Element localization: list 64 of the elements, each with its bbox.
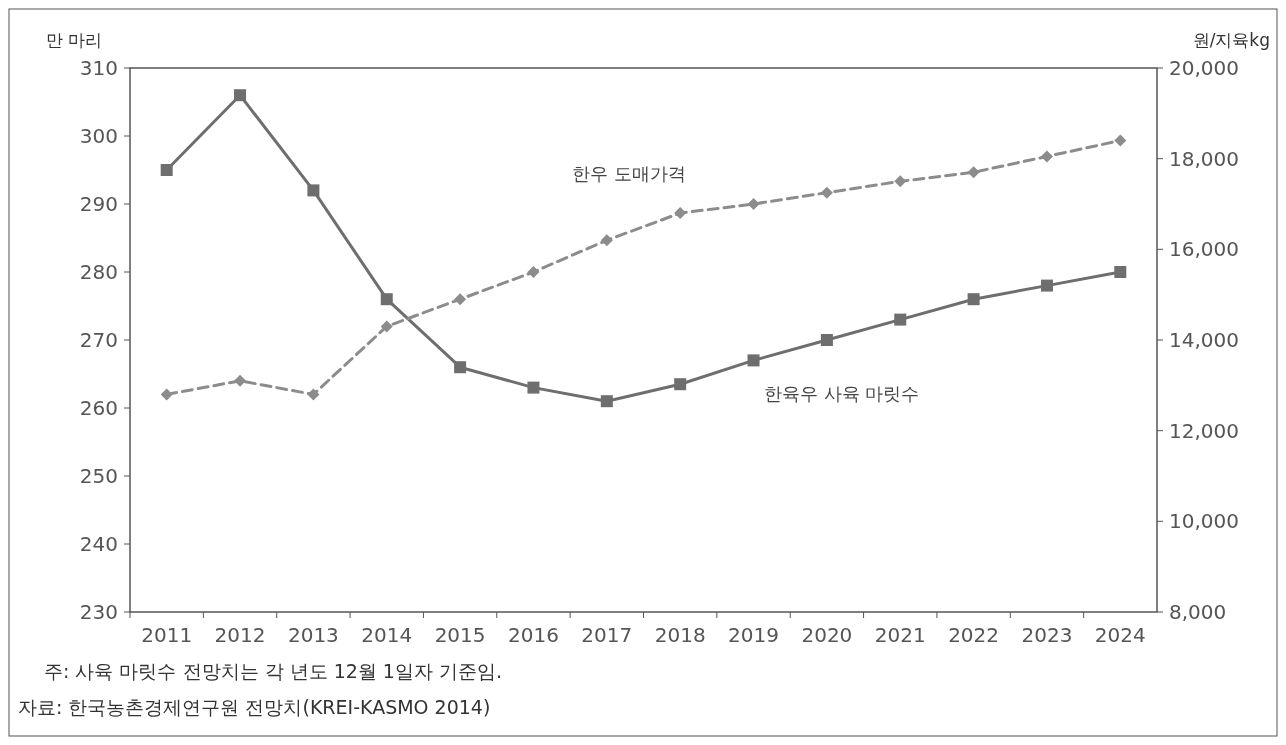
point xyxy=(674,207,687,220)
text: 자료: 한국농촌경제연구원 전망치(KREI-KASMO 2014) xyxy=(18,696,491,718)
point xyxy=(967,166,980,179)
point xyxy=(894,313,907,326)
point xyxy=(820,334,833,346)
point xyxy=(527,381,540,394)
y-tick-label: 310 xyxy=(79,56,118,80)
point xyxy=(894,175,907,188)
x-tick-label: 2023 xyxy=(1021,623,1073,647)
y2-tick-label: 16,000 xyxy=(1169,237,1239,262)
point xyxy=(747,198,760,210)
y-tick-label: 300 xyxy=(79,124,118,148)
y-tick-label: 250 xyxy=(79,464,118,488)
point xyxy=(527,266,540,278)
x-tick-label: 2018 xyxy=(654,623,706,647)
x-tick-label: 2014 xyxy=(361,623,413,647)
point xyxy=(600,234,613,247)
point xyxy=(747,354,760,367)
y-tick-label: 260 xyxy=(79,396,118,420)
point xyxy=(307,184,320,197)
series-label: 한육우 사육 마릿수 xyxy=(763,383,920,404)
x-tick-label: 2013 xyxy=(287,623,339,647)
y-tick-label: 280 xyxy=(79,260,118,284)
x-tick-label: 2021 xyxy=(874,623,926,647)
x-tick-label: 2012 xyxy=(214,623,266,647)
y2-tick-label: 14,000 xyxy=(1169,328,1239,352)
point xyxy=(234,89,247,102)
point xyxy=(967,293,980,306)
y2-tick-label: 20,000 xyxy=(1169,56,1239,80)
point xyxy=(380,320,393,333)
x-tick-label: 2019 xyxy=(728,623,779,647)
y-tick-label: 230 xyxy=(79,600,118,624)
series-label: 한우 도매가격 xyxy=(571,163,686,185)
y-axis-title: 만 마리 xyxy=(46,30,103,50)
x-tick-label: 2011 xyxy=(141,623,193,647)
point xyxy=(160,164,173,176)
x-tick-label: 2020 xyxy=(801,623,853,647)
text: 주: 사육 마릿수 전망치는 각 년도 12월 1일자 기준임. xyxy=(44,660,503,682)
x-tick-label: 2016 xyxy=(508,623,559,647)
y-tick-label: 290 xyxy=(79,192,118,216)
point xyxy=(234,374,247,387)
y2-tick-label: 18,000 xyxy=(1169,146,1239,171)
point xyxy=(1114,134,1127,147)
x-tick-label: 2017 xyxy=(581,623,633,647)
x-tick-label: 2015 xyxy=(434,623,486,647)
point xyxy=(1040,279,1053,292)
point xyxy=(380,293,393,306)
point xyxy=(674,378,687,391)
point xyxy=(600,395,613,408)
point xyxy=(1040,150,1053,163)
x-tick-label: 2022 xyxy=(948,623,1000,647)
y2-tick-label: 10,000 xyxy=(1169,509,1239,534)
point xyxy=(307,388,320,401)
y-tick-label: 240 xyxy=(79,532,118,556)
point xyxy=(454,361,467,374)
point xyxy=(1114,266,1127,278)
x-tick-label: 2024 xyxy=(1094,623,1146,647)
y2-axis-title: 원/지육kg xyxy=(1192,30,1270,50)
y-tick-label: 270 xyxy=(79,328,118,352)
y2-tick-label: 12,000 xyxy=(1169,418,1239,443)
point xyxy=(160,388,173,401)
point xyxy=(454,293,467,306)
y2-tick-label: 8,000 xyxy=(1169,600,1227,624)
point xyxy=(820,186,833,199)
